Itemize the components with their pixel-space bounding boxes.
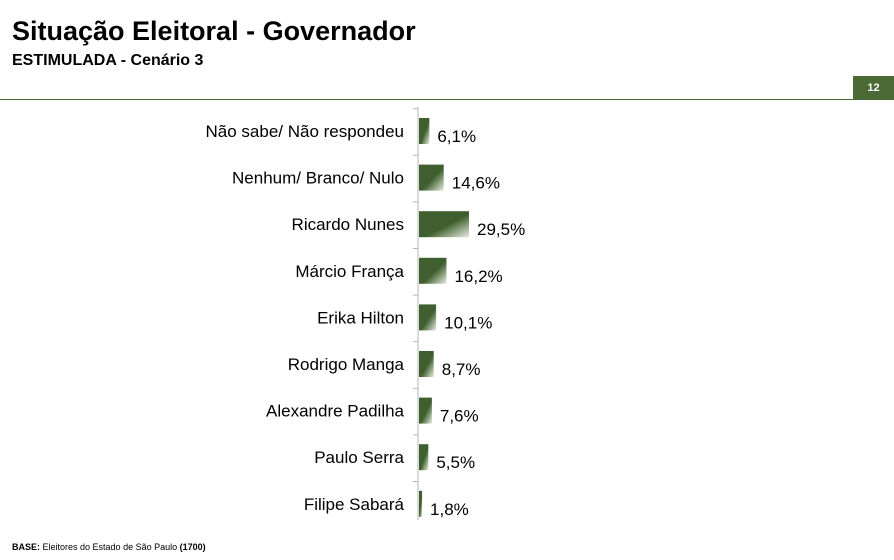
bar xyxy=(419,164,444,191)
category-label: Márcio França xyxy=(295,262,404,281)
value-label: 1,8% xyxy=(430,500,469,519)
page-title: Situação Eleitoral - Governador xyxy=(12,16,416,46)
bar xyxy=(419,118,430,144)
bar xyxy=(419,304,437,331)
bar xyxy=(419,397,432,424)
base-count: (1700) xyxy=(179,542,206,552)
bar xyxy=(419,211,469,238)
value-label: 5,5% xyxy=(436,453,475,472)
value-label: 14,6% xyxy=(452,174,500,193)
value-label: 7,6% xyxy=(440,407,479,426)
chart-plot-area: Não sabe/ Não respondeu 6,1% Nenhum/ Branc… xyxy=(206,107,525,520)
category-label: Rodrigo Manga xyxy=(288,355,405,374)
category-label: Alexandre Padilha xyxy=(266,402,405,421)
category-label: Paulo Serra xyxy=(314,448,404,467)
bar-chart: Não sabe/ Não respondeu 6,1% Nenhum/ Branc… xyxy=(206,107,525,520)
value-label: 6,1% xyxy=(437,127,476,146)
footer-base-note: BASE: Eleitores do Estado de São Paulo (… xyxy=(12,542,206,552)
base-text: Eleitores do Estado de São Paulo xyxy=(40,542,180,552)
category-label: Nenhum/ Branco/ Nulo xyxy=(232,169,404,188)
page-number-badge: 12 xyxy=(853,76,894,99)
bar xyxy=(419,444,429,471)
value-label: 10,1% xyxy=(444,313,492,332)
value-label: 29,5% xyxy=(477,220,525,239)
category-label: Filipe Sabará xyxy=(304,495,405,514)
header-divider xyxy=(0,99,894,100)
value-label: 16,2% xyxy=(454,267,502,286)
category-label: Não sabe/ Não respondeu xyxy=(206,122,404,141)
bar xyxy=(419,257,447,284)
page-subtitle: ESTIMULADA - Cenário 3 xyxy=(12,52,204,69)
category-label: Ricardo Nunes xyxy=(292,215,404,234)
bar xyxy=(419,351,434,377)
category-label: Erika Hilton xyxy=(317,308,404,327)
bar xyxy=(419,490,423,517)
value-label: 8,7% xyxy=(442,360,481,379)
base-label: BASE: xyxy=(12,542,41,552)
